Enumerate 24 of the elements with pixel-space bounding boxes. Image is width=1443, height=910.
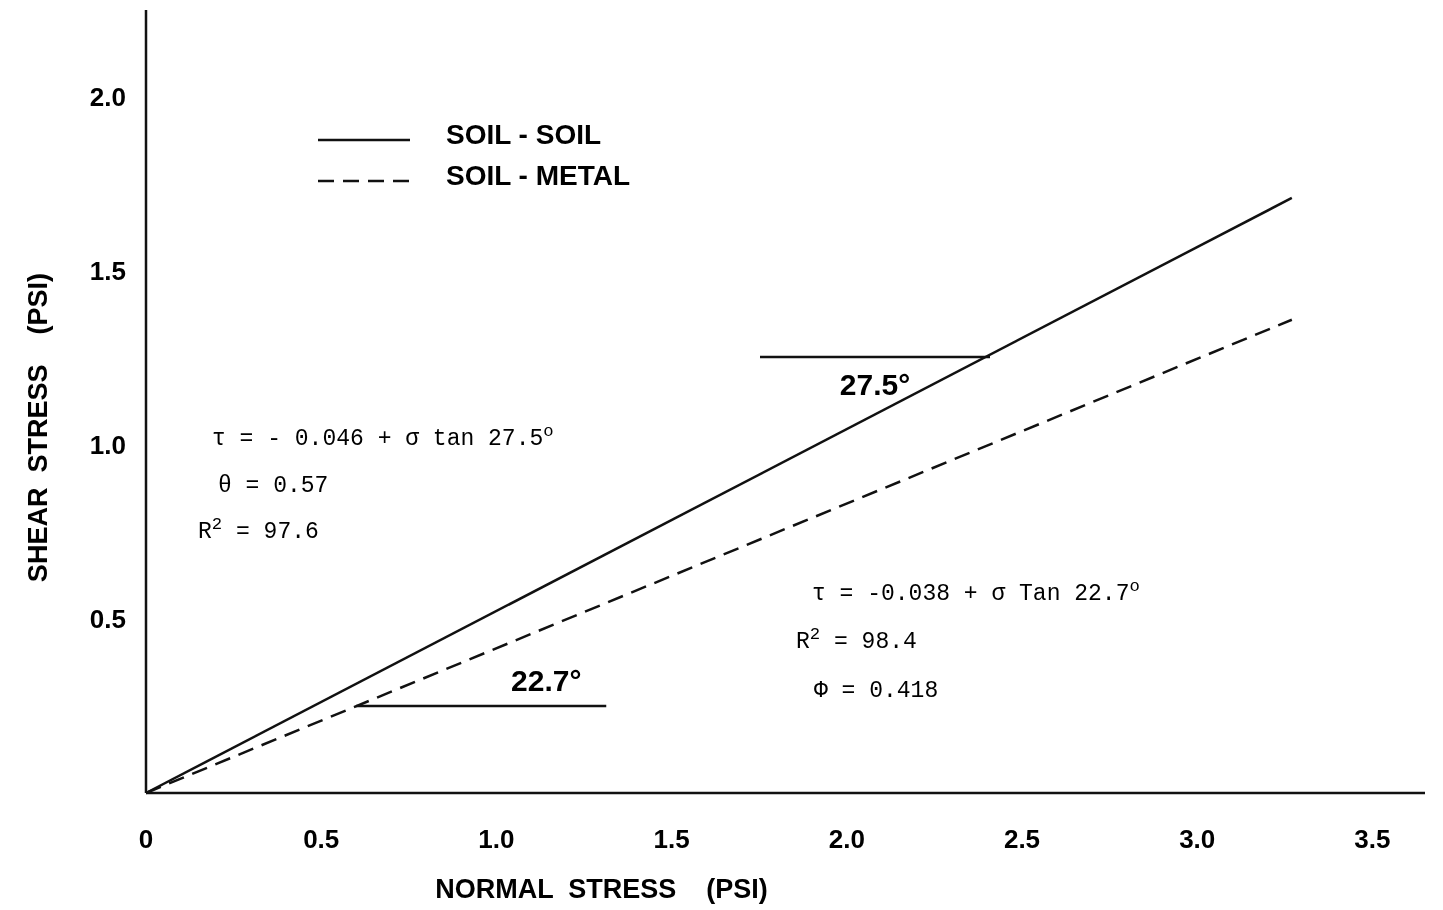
y-tick-label: 2.0 (89, 82, 126, 112)
annotation: τ = -0.038 + σ Tan 22.7$^{o}$ (812, 576, 1140, 607)
x-tick-label: 1.0 (478, 824, 515, 854)
legend-label: SOIL - SOIL (446, 119, 602, 150)
x-tick-label: 3.5 (1354, 824, 1391, 854)
annotation: R$^{2}$ = 97.6 (198, 514, 319, 545)
x-tick-label: 3.0 (1179, 824, 1216, 854)
y-tick-label: 1.5 (89, 256, 126, 286)
y-tick-label: 0.5 (89, 604, 126, 634)
y-axis-title: SHEAR STRESS (PSI) (23, 273, 53, 583)
x-axis-title: NORMAL STRESS (PSI) (435, 874, 768, 904)
x-tick-label: 2.5 (1003, 824, 1041, 854)
y-tick-label: 1.0 (89, 430, 126, 460)
x-tick-label: 0.5 (303, 824, 340, 854)
annotation: 27.5° (839, 368, 911, 401)
annotation: R$^{2}$ = 98.4 (796, 624, 917, 655)
x-tick-label: 2.0 (828, 824, 865, 854)
legend-label: SOIL - METAL (446, 160, 631, 191)
annotation: Φ = 0.418 (814, 678, 939, 704)
annotation: 22.7° (511, 664, 582, 697)
annotation: θ = 0.57 (218, 473, 329, 499)
x-tick-label: 1.5 (653, 824, 690, 854)
annotation: τ = - 0.046 + σ tan 27.5$^{o}$ (212, 421, 554, 452)
x-tick-label: 0 (138, 824, 154, 854)
